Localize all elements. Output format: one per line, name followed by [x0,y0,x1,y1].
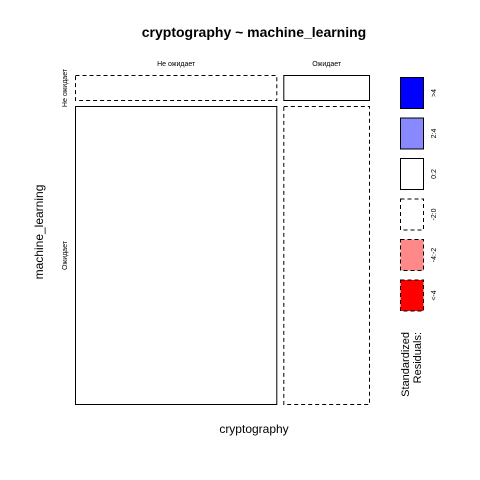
x-axis-label: cryptography [219,422,288,436]
legend-label: <-4 [431,290,438,300]
legend-title: Residuals: [412,332,424,383]
x-level-label: Не ожидает [157,61,196,68]
legend-title: Standardized [400,332,412,397]
mosaic-cell-не-ожидает-ожидает [75,106,278,405]
legend-label: -2:0 [431,208,438,220]
residuals-legend: >4 2:4 0:2 -2:0 -4:-2 <-4 Standardized Residual… [400,77,438,397]
legend-swatch [400,158,424,190]
legend-label: 0:2 [431,169,438,179]
legend-label: -4:-2 [431,248,438,263]
legend-label: >4 [431,89,438,97]
x-level-label: Ожидает [312,61,342,68]
chart-title: cryptography ~ machine_learning [142,24,366,40]
legend-swatch [400,117,424,150]
mosaic-cell-не-ожидает-не-ожидает [75,75,278,101]
legend-label: 2:4 [431,129,438,139]
legend-swatch [400,239,424,271]
y-level-label: Не ожидает [62,68,69,107]
y-axis-label: machine_learning [32,185,46,280]
mosaic-cells [75,75,370,405]
legend-swatch [400,198,424,231]
mosaic-cell-ожидает-ожидает [283,106,370,405]
y-level-label: Ожидает [62,240,69,270]
mosaic-cell-ожидает-не-ожидает [283,75,370,101]
legend-swatch [400,279,424,312]
legend-swatch [400,77,424,109]
mosaic-level-labels: Не ожидает Ожидает Не ожидает Ожидает [62,61,342,270]
